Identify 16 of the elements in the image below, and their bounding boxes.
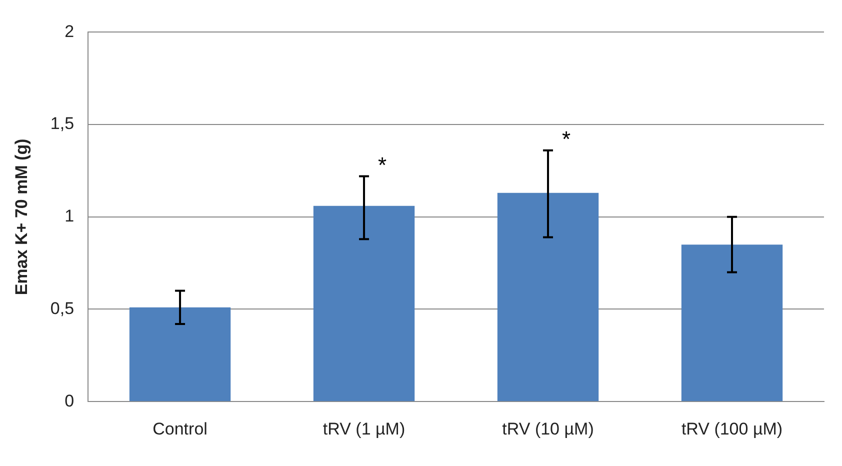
x-tick-label: Control	[152, 419, 208, 438]
x-tick-label: tRV (10 µM)	[502, 419, 594, 438]
x-tick-label: tRV (100 µM)	[681, 419, 783, 438]
annotation: *	[562, 126, 572, 152]
bar	[129, 307, 231, 402]
y-tick-label: 0,5	[50, 298, 74, 318]
annotation: *	[378, 152, 388, 178]
bar	[681, 244, 783, 402]
y-tick-label: 1	[64, 206, 74, 226]
bar	[497, 192, 599, 402]
y-tick-label: 1,5	[50, 114, 74, 134]
y-tick-label: 0	[64, 391, 74, 410]
y-axis-title: Emax K+ 70 mM (g)	[12, 138, 31, 296]
y-tick-label: 2	[64, 22, 74, 41]
x-tick-label: tRV (1 µM)	[322, 419, 406, 438]
bar	[313, 206, 415, 402]
